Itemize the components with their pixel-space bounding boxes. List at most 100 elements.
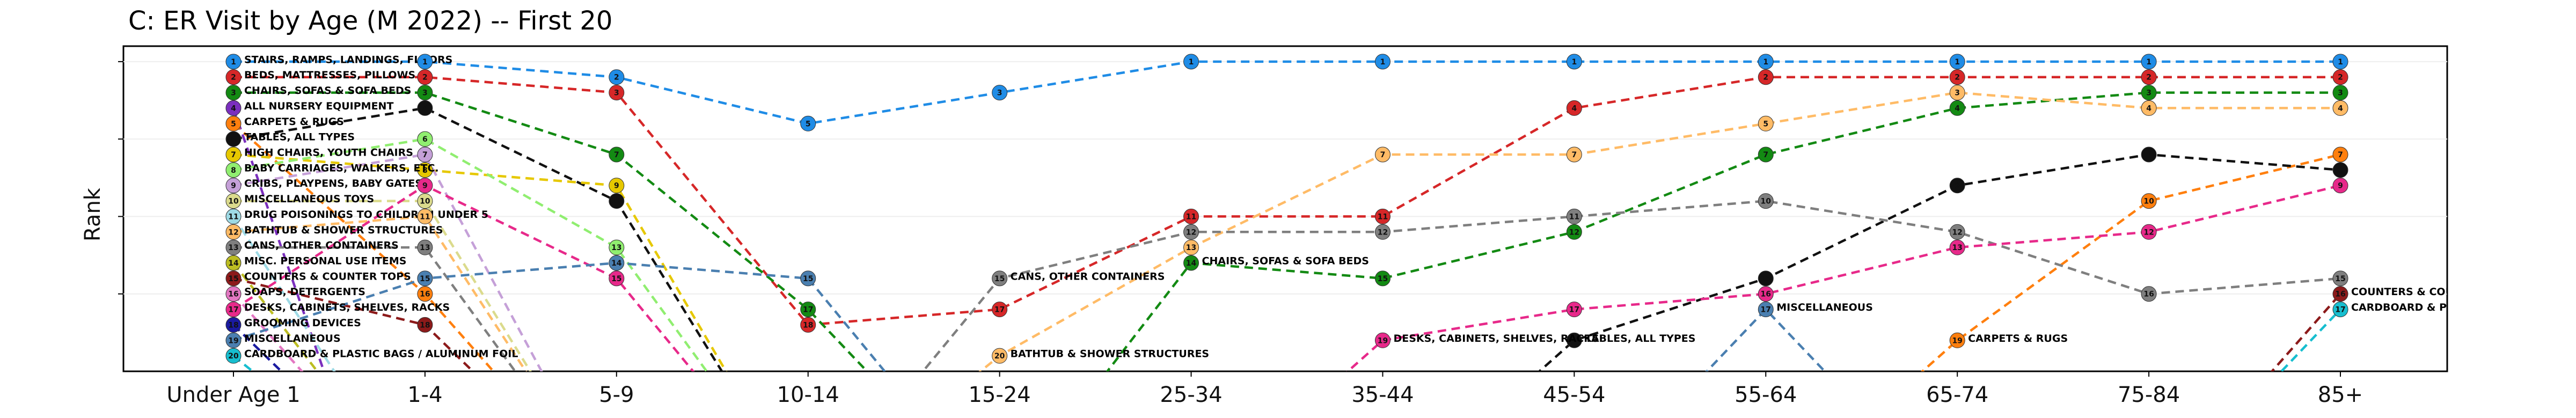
rank-label: 1: [2338, 58, 2343, 67]
rank-marker: [1758, 270, 1774, 287]
rank-label: 15: [803, 275, 813, 283]
rank-label: 7: [1380, 151, 1386, 159]
rank-marker: [225, 348, 241, 364]
rank-label: 13: [1952, 244, 1962, 252]
rank-label: 12: [228, 228, 238, 237]
rank-label: 1: [1571, 58, 1577, 67]
rank-marker: [992, 85, 1008, 101]
x-tick-label: 35-44: [1351, 383, 1414, 407]
rank-marker: [1374, 54, 1391, 70]
rank-label: 7: [422, 151, 428, 159]
rank-marker: [1758, 302, 1774, 318]
rank-marker: [417, 146, 433, 163]
rank-marker: [992, 348, 1008, 364]
rank-label: 14: [228, 259, 239, 268]
rank-label: 11: [1186, 212, 1196, 221]
rank-label: 4: [2146, 104, 2151, 113]
rank-marker: [609, 270, 625, 287]
x-tick-label: 75-84: [2118, 383, 2180, 407]
series-label: TABLES, ALL TYPES: [244, 131, 355, 143]
series-label: CANS, OTHER CONTAINERS: [1011, 270, 1165, 282]
rank-label: 10: [1761, 197, 1772, 206]
series-label: COUNTERS & COUNTER TOPS: [244, 270, 411, 282]
x-tick-label: 5-9: [599, 383, 634, 407]
rank-label: 16: [2335, 290, 2345, 299]
rank-label: 11: [1569, 212, 1579, 221]
series-label: TABLES, ALL TYPES: [1585, 333, 1695, 344]
rank-marker: [2332, 85, 2348, 101]
rank-label: 20: [994, 352, 1005, 361]
rank-label: 5: [1763, 120, 1768, 128]
series-line: [232, 309, 2341, 371]
rank-marker: [417, 162, 433, 178]
rank-marker: [1374, 224, 1391, 240]
rank-marker: [225, 302, 241, 318]
rank-label: 20: [228, 352, 239, 361]
rank-label: 4: [2338, 104, 2343, 113]
rank-label: 7: [231, 151, 236, 159]
series-line: [233, 277, 2341, 371]
rank-label: 3: [997, 89, 1002, 98]
rank-label: 11: [1378, 212, 1388, 221]
rank-marker: [1374, 270, 1391, 287]
rank-label: 3: [2338, 89, 2343, 98]
rank-label: 12: [1952, 228, 1962, 237]
rank-marker: [417, 193, 433, 209]
rank-label: 10: [611, 197, 622, 206]
rank-marker: [417, 270, 433, 287]
rank-marker: [2332, 270, 2348, 287]
series-label: BATHTUB & SHOWER STRUCTURES: [244, 224, 443, 236]
rank-marker: [1374, 146, 1391, 163]
rank-marker: [417, 54, 433, 70]
rank-marker: [1949, 54, 1965, 70]
rank-label: 15: [228, 275, 238, 283]
rank-label: 15: [1761, 275, 1771, 283]
rank-marker: [992, 270, 1008, 287]
rank-label: 9: [614, 182, 619, 190]
series-label: CRIBS, PLAYPENS, BABY GATES: [244, 178, 422, 189]
rank-label: 1: [1955, 58, 1960, 67]
rank-marker: [2332, 100, 2348, 116]
rank-label: 12: [1569, 228, 1579, 237]
series-label: MISCELLANEOUS: [1776, 302, 1873, 313]
x-tick-label: 25-34: [1160, 383, 1222, 407]
series-label: CHAIRS, SOFAS & SOFA BEDS: [1202, 255, 1369, 267]
rank-label: 15: [611, 275, 621, 283]
rank-label: 9: [1955, 182, 1960, 190]
chart-title: C: ER Visit by Age (M 2022) -- First 20: [128, 6, 612, 36]
rank-label: 4: [231, 104, 236, 113]
rank-label: 19: [228, 336, 238, 345]
rank-marker: [1566, 302, 1582, 318]
rank-marker: [800, 302, 816, 318]
rank-marker: [1949, 69, 1965, 85]
rank-marker: [800, 270, 816, 287]
rank-label: 9: [2338, 182, 2343, 190]
rank-marker: [417, 178, 433, 194]
series-label: MISC. PERSONAL USE ITEMS: [244, 255, 406, 267]
rank-label: 1: [1763, 58, 1768, 67]
rank-label: 2: [2338, 74, 2343, 82]
rank-marker: [1566, 332, 1582, 348]
rank-marker: [2141, 100, 2157, 116]
series-line: [233, 60, 2340, 125]
rank-label: 4: [1571, 104, 1577, 113]
rank-marker: [225, 162, 241, 178]
rank-marker: [1183, 255, 1199, 271]
x-tick-label: 10-14: [777, 383, 839, 407]
rank-label: 13: [228, 244, 238, 252]
rank-marker: [1949, 85, 1965, 101]
series-line: [233, 91, 2340, 371]
series-label: DRUG POISONINGS TO CHILDREN UNDER 5: [244, 209, 488, 221]
rank-label: 5: [806, 120, 811, 128]
series-label: CARDBOARD & PLASTIC BAGS / ALUMINUM FOIL: [244, 348, 518, 360]
rank-label: 4: [1955, 104, 1960, 113]
rank-marker: [1758, 146, 1774, 163]
rank-label: 17: [2335, 306, 2345, 314]
rank-marker: [609, 85, 625, 101]
rank-label: 3: [614, 89, 619, 98]
rank-label: 16: [2143, 290, 2154, 299]
rank-label: 15: [420, 275, 430, 283]
series-label: BATHTUB & SHOWER STRUCTURES: [1011, 348, 1209, 360]
rank-marker: [609, 178, 625, 194]
